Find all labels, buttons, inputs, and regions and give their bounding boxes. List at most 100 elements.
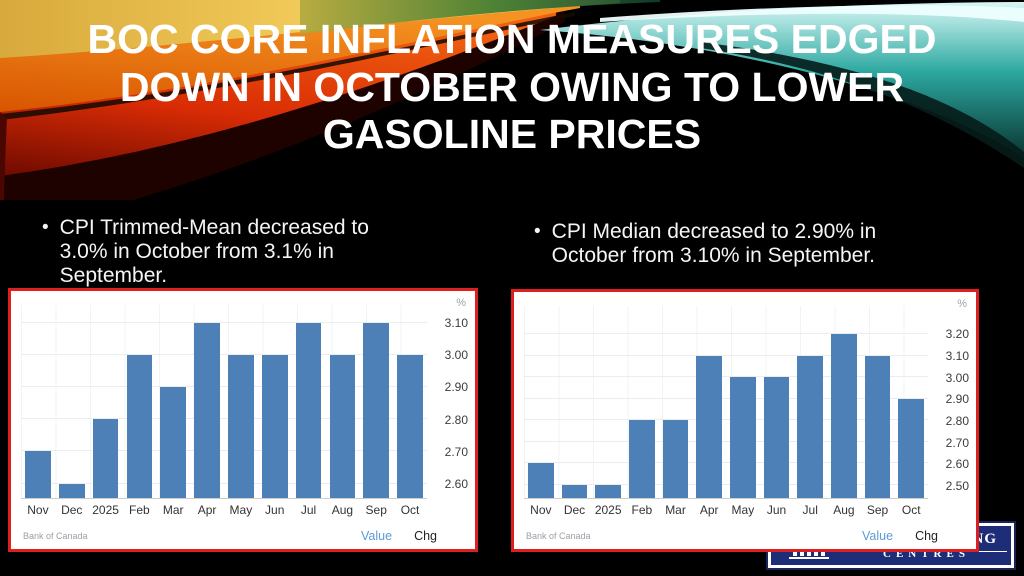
chg-toggle[interactable]: Chg — [414, 529, 437, 543]
logo-underline — [969, 551, 1007, 552]
bullet-median: • CPI Median decreased to 2.90% in Octob… — [534, 220, 914, 268]
chart-footer: Bank of Canada Value Chg — [23, 528, 463, 544]
series-toggle-group: Value Chg — [862, 529, 964, 543]
bar-apr — [194, 322, 220, 498]
y-tick-label: 2.50 — [945, 479, 969, 493]
y-axis: 2.50 2.60 2.70 2.80 2.90 3.00 3.10 3.20 — [931, 306, 971, 499]
bar-dec — [561, 485, 588, 498]
bar-jul — [295, 322, 322, 498]
x-tick-label: Oct — [901, 503, 921, 517]
bar-apr — [696, 355, 722, 498]
x-tick-label: Sep — [866, 503, 889, 517]
bar-column — [393, 305, 427, 498]
chart-source: Bank of Canada — [23, 531, 88, 541]
bullet-trimmed-mean: • CPI Trimmed-Mean decreased to 3.0% in … — [42, 216, 372, 288]
y-tick-label: 2.90 — [945, 392, 969, 407]
gridline — [21, 321, 427, 323]
x-tick-label: Dec — [563, 503, 586, 517]
bar-oct — [898, 398, 925, 498]
y-tick-label: 3.10 — [945, 348, 969, 363]
y-tick-label: 2.90 — [444, 380, 468, 395]
bar-column — [659, 306, 693, 498]
bar-nov — [25, 451, 51, 498]
cpi-median-chart: % 2.50 2.60 2.70 2.80 2.90 3.00 3.10 3.20 Nov De… — [511, 289, 979, 552]
y-axis: 2.60 2.70 2.80 2.90 3.00 3.10 — [430, 305, 470, 499]
gridline — [21, 482, 427, 484]
series-toggle-group: Value Chg — [361, 529, 463, 543]
bullet-marker: • — [534, 221, 541, 242]
x-tick-label: 2025 — [92, 503, 119, 517]
bar-column — [726, 306, 760, 498]
x-tick-label: Jul — [300, 503, 317, 517]
bar-sep — [363, 322, 390, 498]
slide-title: BOC CORE INFLATION MEASURES EDGED DOWN I… — [87, 16, 937, 158]
x-tick-label: Mar — [665, 503, 686, 517]
chart-footer: Bank of Canada Value Chg — [526, 528, 964, 544]
x-tick-label: Jun — [265, 503, 285, 517]
gridline — [21, 353, 427, 355]
x-tick-label: Feb — [129, 503, 150, 517]
x-tick-label: Oct — [400, 503, 420, 517]
bar-mar — [662, 420, 689, 498]
gridline — [524, 376, 928, 378]
bar-column — [224, 305, 258, 498]
x-tick-label: Feb — [631, 503, 653, 517]
bar-may — [228, 354, 254, 498]
bar-2025 — [92, 419, 119, 498]
bar-column — [793, 306, 827, 498]
bar-column — [122, 305, 156, 498]
gridline — [524, 419, 928, 421]
x-tick-label: Nov — [27, 503, 49, 517]
gridline — [524, 462, 928, 464]
bar-column — [625, 306, 659, 498]
bar-feb — [126, 354, 153, 498]
chart-source: Bank of Canada — [526, 531, 591, 541]
bar-column — [190, 305, 224, 498]
x-tick-label: Dec — [61, 503, 83, 517]
bar-sep — [864, 355, 891, 498]
x-tick-label: Sep — [365, 503, 387, 517]
x-tick-label: Nov — [530, 503, 552, 517]
x-tick-label: Aug — [331, 503, 354, 517]
bar-nov — [528, 463, 554, 498]
gridline — [21, 386, 427, 388]
bullet-median-text: CPI Median decreased to 2.90% in October… — [551, 220, 877, 267]
bars-container — [524, 306, 928, 498]
y-axis-unit-label: % — [456, 297, 466, 309]
plot-area — [21, 305, 427, 499]
bar-column — [591, 306, 625, 498]
gridline — [524, 484, 928, 486]
bullet-marker: • — [42, 217, 49, 238]
bar-column — [827, 306, 861, 498]
y-tick-label: 2.60 — [945, 457, 969, 472]
bar-mar — [160, 387, 187, 498]
bar-jul — [797, 355, 823, 498]
gridline — [524, 333, 928, 335]
decorative-header-swoosh — [0, 0, 1024, 200]
y-tick-label: 2.80 — [945, 413, 969, 428]
bar-column — [325, 305, 359, 498]
bar-column — [359, 305, 393, 498]
x-tick-label: Jun — [766, 503, 787, 517]
x-tick-label: Apr — [197, 503, 217, 517]
x-tick-label: 2025 — [594, 503, 622, 517]
bars-container — [21, 305, 427, 498]
cpi-trimmed-mean-chart: % 2.60 2.70 2.80 2.90 3.00 3.10 Nov Dec 2025 Feb… — [8, 288, 478, 552]
bar-dec — [58, 483, 85, 498]
bar-column — [55, 305, 89, 498]
y-tick-label: 2.60 — [444, 477, 468, 492]
x-tick-label: Apr — [699, 503, 719, 517]
value-toggle[interactable]: Value — [361, 529, 393, 543]
x-tick-label: May — [229, 503, 253, 517]
y-tick-label: 2.80 — [444, 412, 468, 427]
y-axis-unit-label: % — [957, 298, 967, 310]
chg-toggle[interactable]: Chg — [915, 529, 938, 543]
bar-oct — [397, 354, 423, 498]
value-toggle[interactable]: Value — [862, 529, 894, 543]
bar-column — [524, 306, 558, 498]
y-tick-label: 3.00 — [945, 370, 969, 385]
bar-may — [730, 377, 756, 498]
bar-aug — [831, 334, 857, 498]
x-axis: Nov Dec 2025 Feb Mar Apr May Jun Jul Aug Sep Oct — [524, 503, 928, 519]
bar-jun — [261, 354, 288, 498]
